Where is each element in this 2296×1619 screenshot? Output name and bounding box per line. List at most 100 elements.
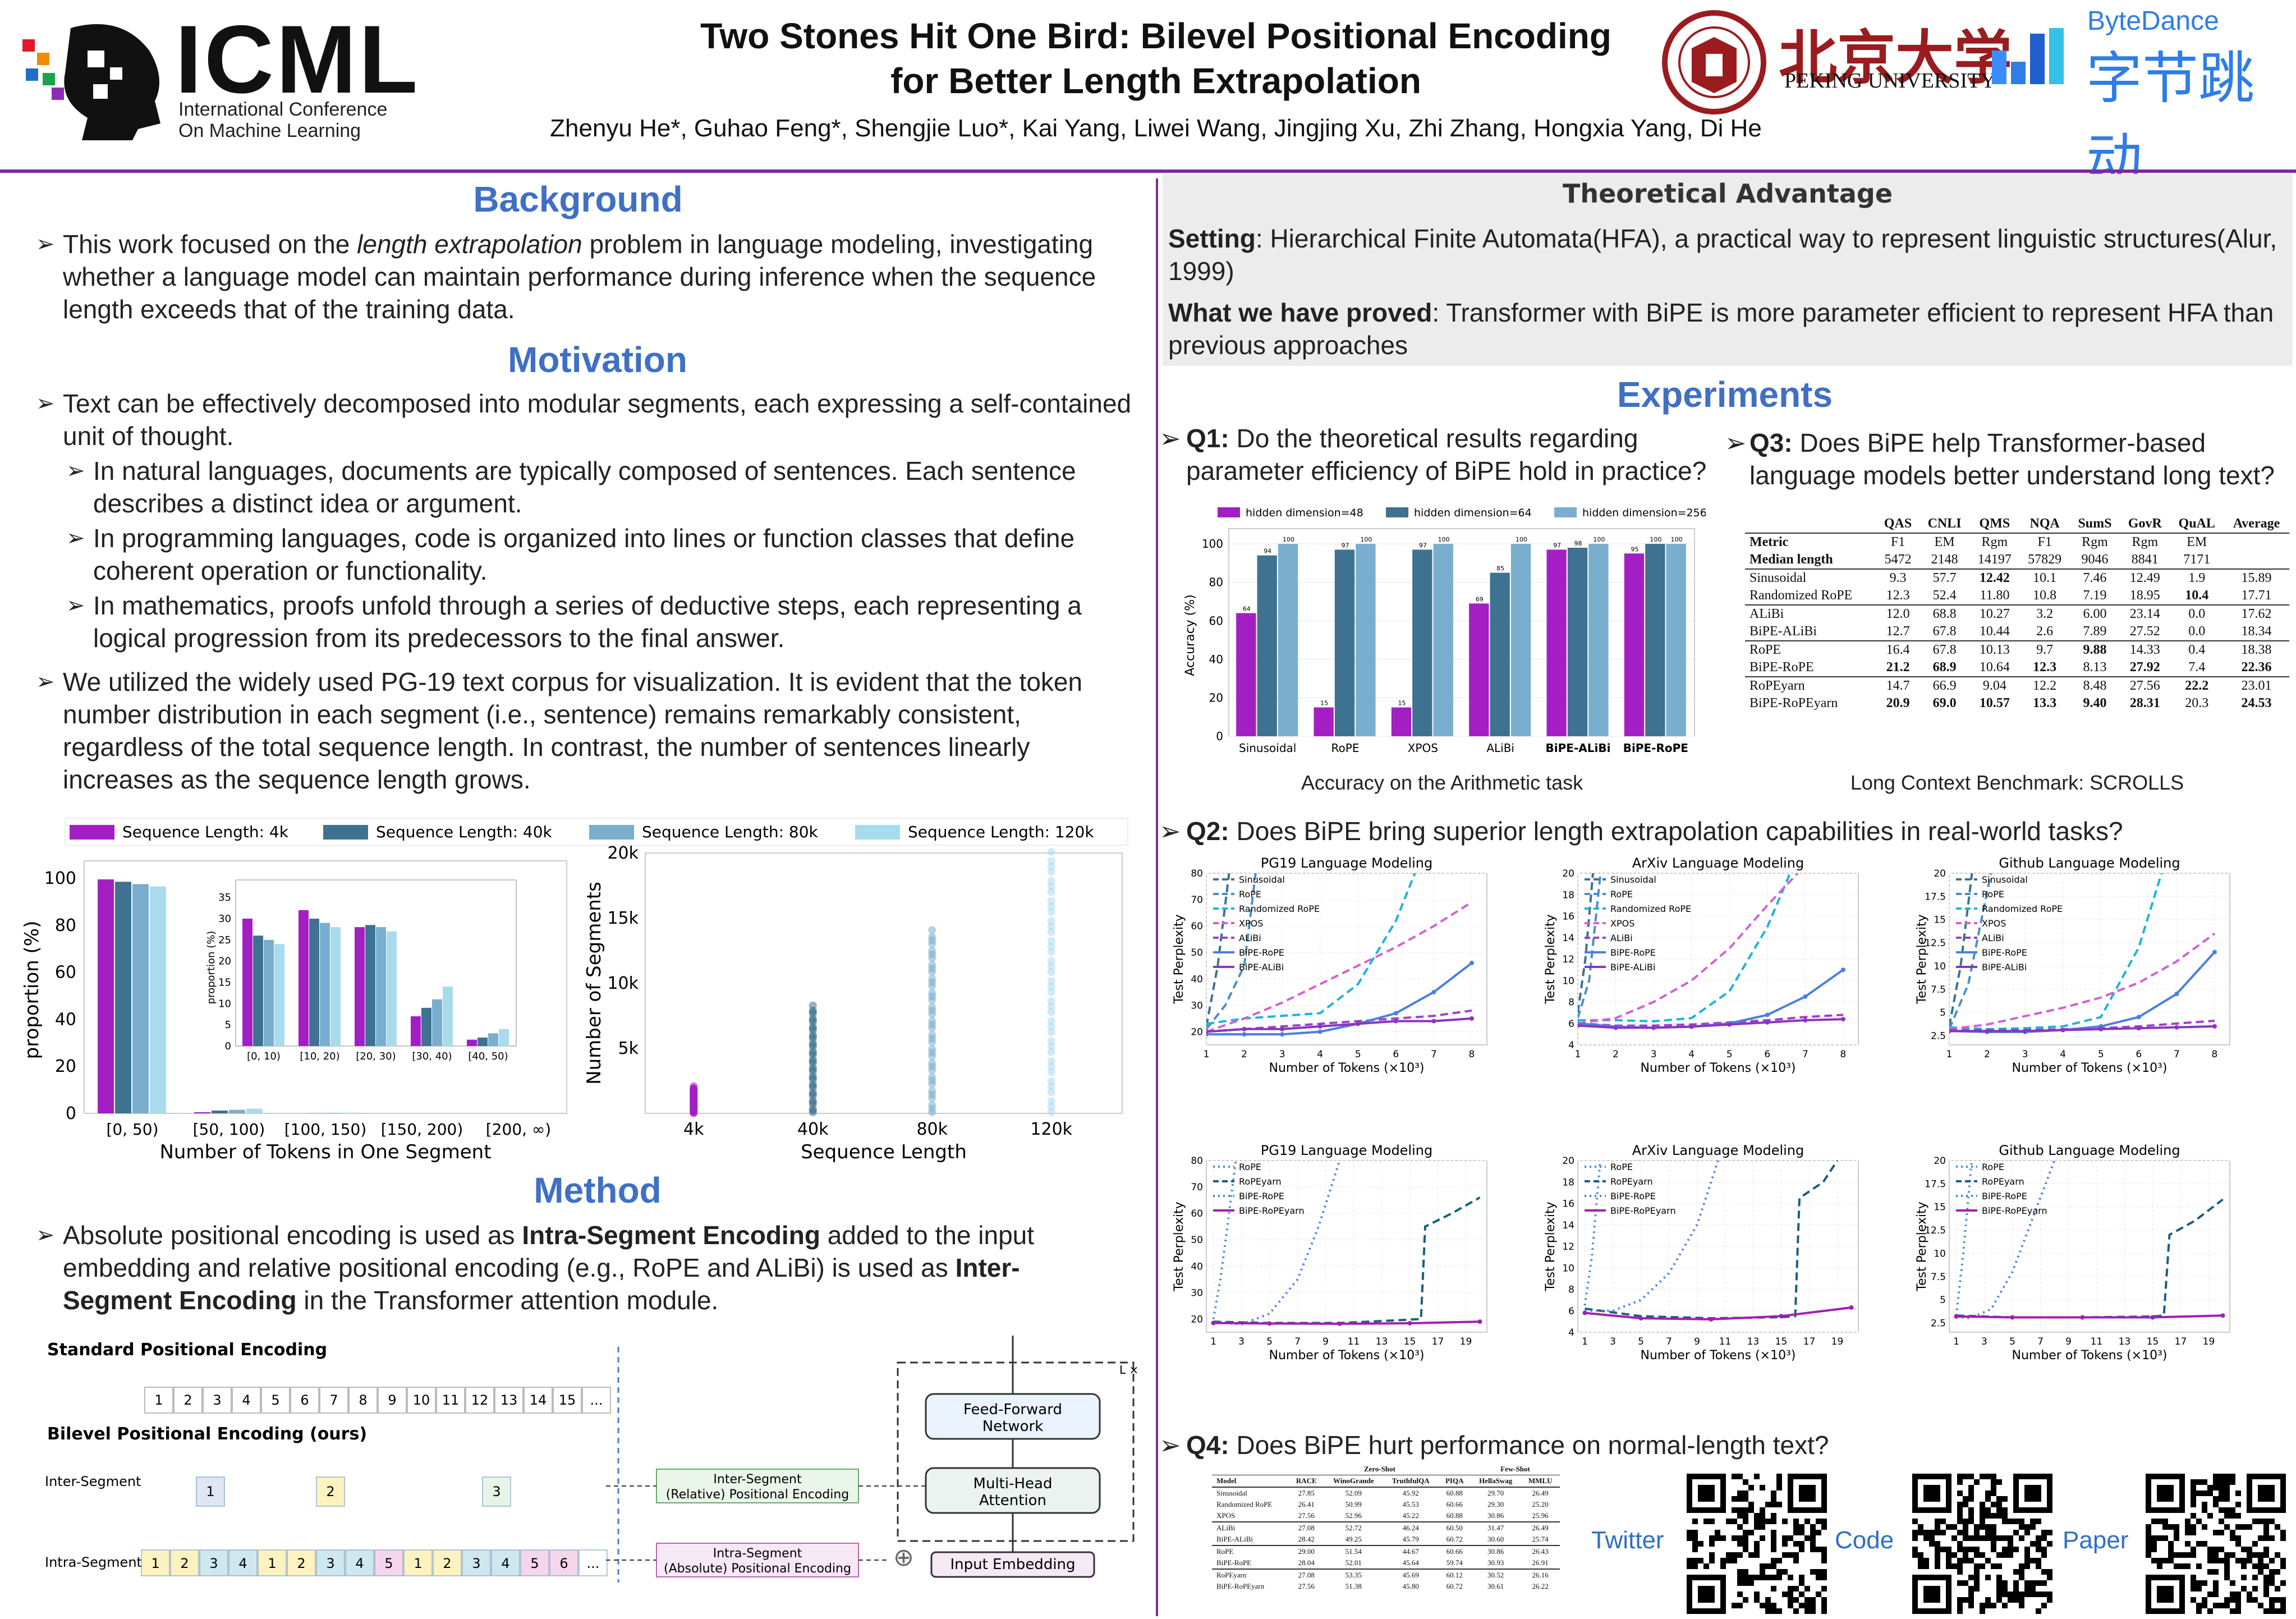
qr-module	[1957, 1569, 1963, 1575]
lm-xtick: 9	[1694, 1336, 1700, 1347]
lm-legend-label: Randomized RoPE	[1982, 903, 2063, 914]
qr-module	[1991, 1530, 1996, 1535]
inset-bar	[411, 1016, 421, 1046]
lm-legend-label: XPOS	[1239, 918, 1263, 929]
scatter-point	[1048, 1017, 1055, 1025]
lm-xtick: 17	[1803, 1336, 1816, 1347]
lm-xtick: 13	[2119, 1336, 2131, 1347]
qr-module	[1957, 1479, 1963, 1485]
arith-bar	[1434, 544, 1453, 736]
qr-module	[2019, 1524, 2024, 1530]
arith-bar	[1257, 556, 1276, 736]
inset-ytick: 5	[225, 1019, 231, 1031]
lm-legend-label: BiPE-RoPE	[1239, 947, 1284, 958]
paper-link[interactable]: Paper	[2063, 1526, 2128, 1554]
qr-module	[2013, 1569, 2019, 1575]
qr-module	[1935, 1530, 1940, 1535]
qr-module	[2275, 1524, 2280, 1530]
scatter-xtick: 80k	[916, 1120, 948, 1139]
inset-bar	[242, 919, 252, 1046]
twitter-link[interactable]: Twitter	[1591, 1526, 1664, 1554]
qr-module	[1957, 1563, 1963, 1569]
qr-module	[2024, 1547, 2030, 1552]
qr-module	[1821, 1575, 1827, 1580]
lm-xtick: 5	[1638, 1336, 1644, 1347]
ffn-line2: Network	[982, 1418, 1044, 1435]
qr-module	[2280, 1608, 2286, 1614]
qr-module	[1698, 1541, 1703, 1547]
scrolls-cell: 12.7	[1876, 623, 1920, 641]
qr-module	[1963, 1547, 1968, 1552]
twitter-qr-code[interactable]	[1687, 1474, 1827, 1614]
scrolls-cell: 22.2	[2170, 677, 2224, 695]
qr-module	[2002, 1535, 2008, 1541]
bar	[212, 1111, 228, 1113]
qr-module	[2230, 1530, 2235, 1535]
qr-module	[2002, 1580, 2008, 1586]
qr-module	[1980, 1507, 1985, 1513]
qr-module	[1692, 1563, 1698, 1569]
arith-bar-label: 15	[1320, 700, 1328, 707]
paper-qr-code[interactable]	[2146, 1474, 2286, 1614]
qr-module	[1793, 1608, 1799, 1614]
arith-bar	[1314, 708, 1333, 736]
lm-ytick: 2.5	[1931, 1030, 1946, 1042]
qr-module	[2230, 1608, 2235, 1614]
qr-module	[2235, 1541, 2241, 1547]
std-token-label: 10	[413, 1392, 430, 1408]
bar-ytick: 100	[44, 869, 76, 888]
code-link[interactable]: Code	[1835, 1526, 1894, 1554]
scrolls-cell: 68.9	[1920, 659, 1969, 677]
qr-module	[2263, 1547, 2269, 1552]
qr-module	[2224, 1474, 2230, 1479]
qr-module	[1946, 1524, 1951, 1530]
lm-point	[2061, 1028, 2065, 1033]
qr-module	[2241, 1575, 2247, 1580]
arith-ylabel: Accuracy (%)	[1183, 594, 1197, 676]
qr-module	[1771, 1502, 1776, 1507]
qr-module	[2196, 1580, 2202, 1586]
qr-module	[1974, 1575, 1980, 1580]
lm-title: PG19 Language Modeling	[1261, 855, 1432, 871]
arith-bar	[1568, 548, 1587, 736]
arith-bar	[1335, 549, 1354, 736]
qr-module	[1765, 1563, 1771, 1569]
qr-module	[1771, 1496, 1776, 1502]
bar-ytick: 20	[55, 1057, 76, 1076]
lm-point	[1765, 1012, 1770, 1017]
scatter-series	[809, 1002, 817, 1116]
lm-ytick: 50	[1191, 947, 1203, 958]
lm-xtick: 3	[2022, 1049, 2028, 1060]
normal-table-cell: 60.72	[1438, 1581, 1471, 1592]
scrolls-cell: 20.3	[2170, 695, 2224, 712]
qr-module	[2224, 1552, 2230, 1558]
code-qr-code[interactable]	[1912, 1474, 2052, 1614]
qr-module	[1974, 1535, 1980, 1541]
intra-token-label: 5	[384, 1556, 393, 1571]
intra-token-label: 2	[180, 1556, 189, 1571]
scrolls-cell: Median length	[1745, 551, 1876, 569]
qr-module	[1991, 1479, 1996, 1485]
inset-bar	[320, 923, 330, 1046]
scrolls-cell: 27.52	[2120, 623, 2170, 641]
qr-module	[1816, 1547, 1821, 1552]
std-token-label: 2	[183, 1392, 192, 1408]
qr-module	[2157, 1563, 2162, 1569]
scrolls-cell: EM	[1920, 533, 1969, 551]
lm-xtick: 17	[2175, 1336, 2187, 1347]
qr-module	[2146, 1552, 2151, 1558]
qr-module	[2213, 1592, 2219, 1597]
qr-module	[1974, 1552, 1980, 1558]
lm-point	[1779, 1314, 1784, 1318]
qr-module	[1974, 1524, 1980, 1530]
qr-module	[1737, 1552, 1743, 1558]
qr-module	[1737, 1575, 1743, 1580]
qr-module	[1737, 1496, 1743, 1502]
intra-token-label: 3	[472, 1556, 480, 1571]
inset-bar	[387, 932, 397, 1046]
qr-module	[1980, 1608, 1985, 1614]
lm-legend-label: Randomized RoPE	[1610, 903, 1691, 914]
qr-module	[2263, 1530, 2269, 1535]
